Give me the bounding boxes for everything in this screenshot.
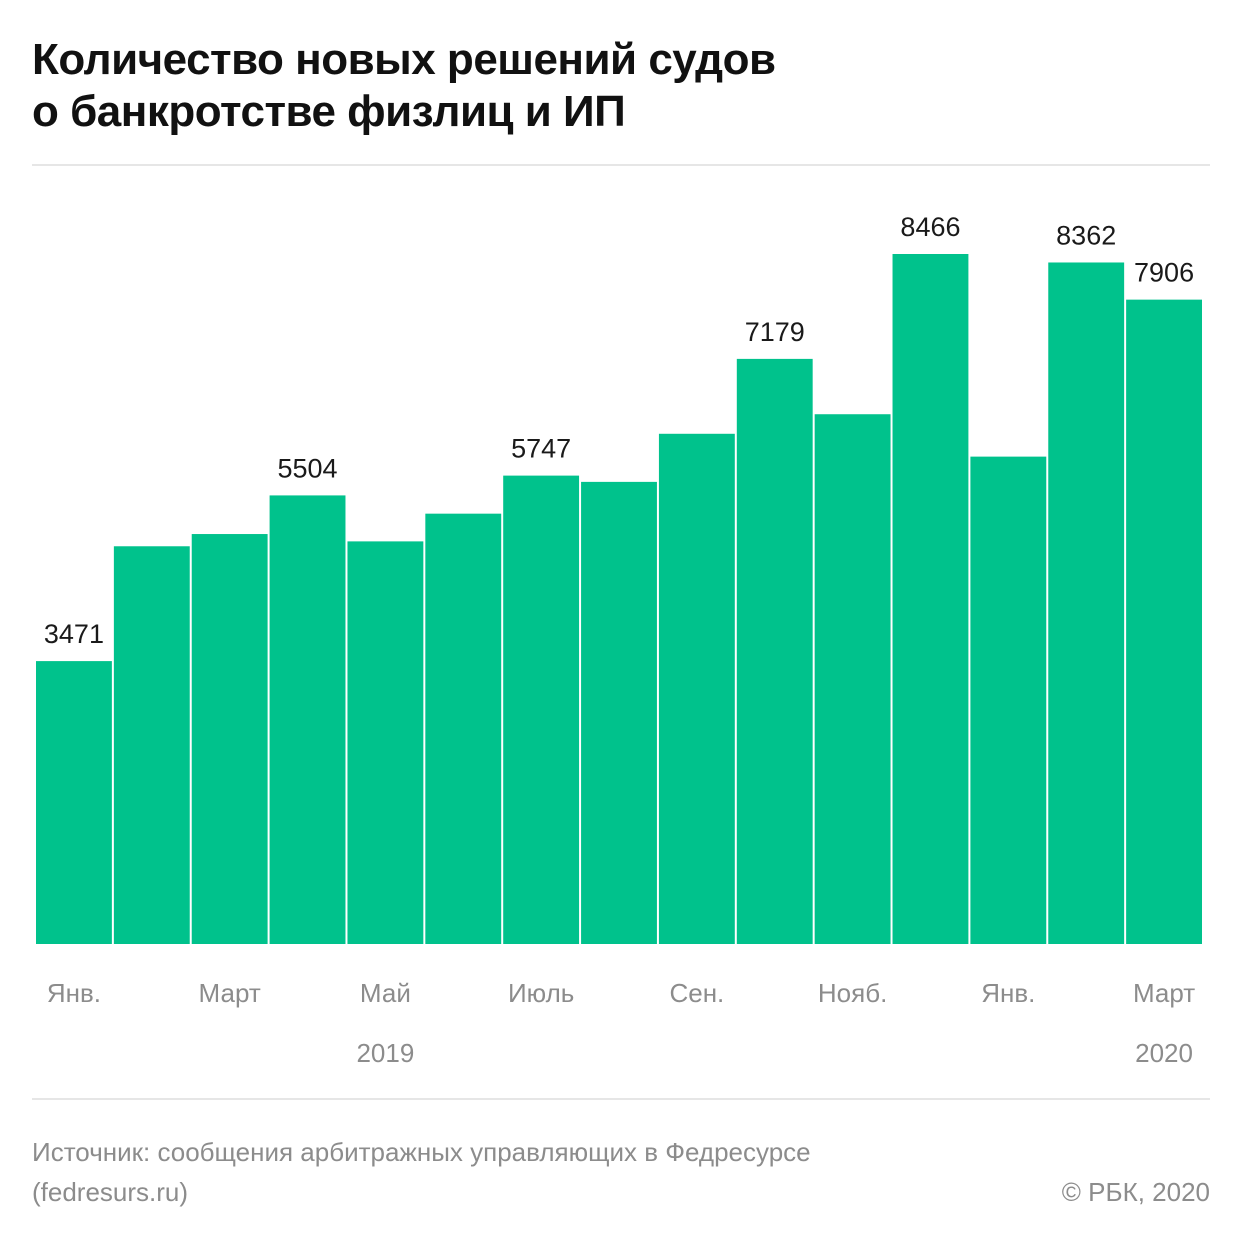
top-divider	[32, 164, 1210, 166]
bar	[36, 661, 112, 944]
data-label: 5747	[511, 434, 571, 464]
bar	[814, 414, 891, 945]
x-tick-label: Янв.	[47, 978, 101, 1008]
bar-chart: 3471 5504 5747 7179 8466 8362 7906 Янв. Март Май И…	[36, 212, 1202, 1068]
x-tick-label: Нояб.	[818, 978, 887, 1008]
bar	[736, 358, 813, 944]
bar	[970, 456, 1047, 944]
x-tick-label: Сен.	[669, 978, 724, 1008]
year-label: 2020	[1135, 1038, 1193, 1068]
bar	[581, 481, 657, 944]
bottom-divider	[32, 1098, 1210, 1100]
source-note: Источник: сообщения арбитражных управляю…	[32, 1132, 992, 1212]
data-label: 8362	[1056, 220, 1116, 250]
x-tick-label: Июль	[508, 978, 574, 1008]
bar	[892, 254, 969, 944]
x-tick-label: Март	[1133, 978, 1195, 1008]
bar	[191, 534, 268, 944]
copyright-text: © РБК, 2020	[1061, 1177, 1210, 1207]
data-label: 7179	[745, 317, 805, 347]
source-line-1: Источник: сообщения арбитражных управляю…	[32, 1137, 811, 1167]
bar	[503, 475, 580, 944]
bar	[425, 513, 502, 944]
data-label: 5504	[277, 453, 337, 483]
chart-title-line-1: Количество новых решений судов	[32, 35, 776, 84]
x-tick-label: Март	[199, 978, 261, 1008]
year-label: 2019	[356, 1038, 414, 1068]
data-label: 8466	[900, 212, 960, 242]
bar	[113, 546, 190, 944]
data-label: 3471	[44, 619, 104, 649]
x-tick-label: Май	[360, 978, 411, 1008]
source-line-2: (fedresurs.ru)	[32, 1177, 189, 1207]
bar	[347, 541, 424, 944]
bar	[269, 495, 346, 944]
bar	[1126, 299, 1202, 944]
x-tick-label: Янв.	[981, 978, 1035, 1008]
data-label: 7906	[1134, 258, 1194, 288]
bar	[1048, 262, 1125, 945]
chart-title-line-2: о банкротстве физлиц и ИП	[32, 87, 626, 136]
bar	[658, 433, 735, 944]
chart-title: Количество новых решений судов о банкрот…	[32, 34, 1132, 138]
